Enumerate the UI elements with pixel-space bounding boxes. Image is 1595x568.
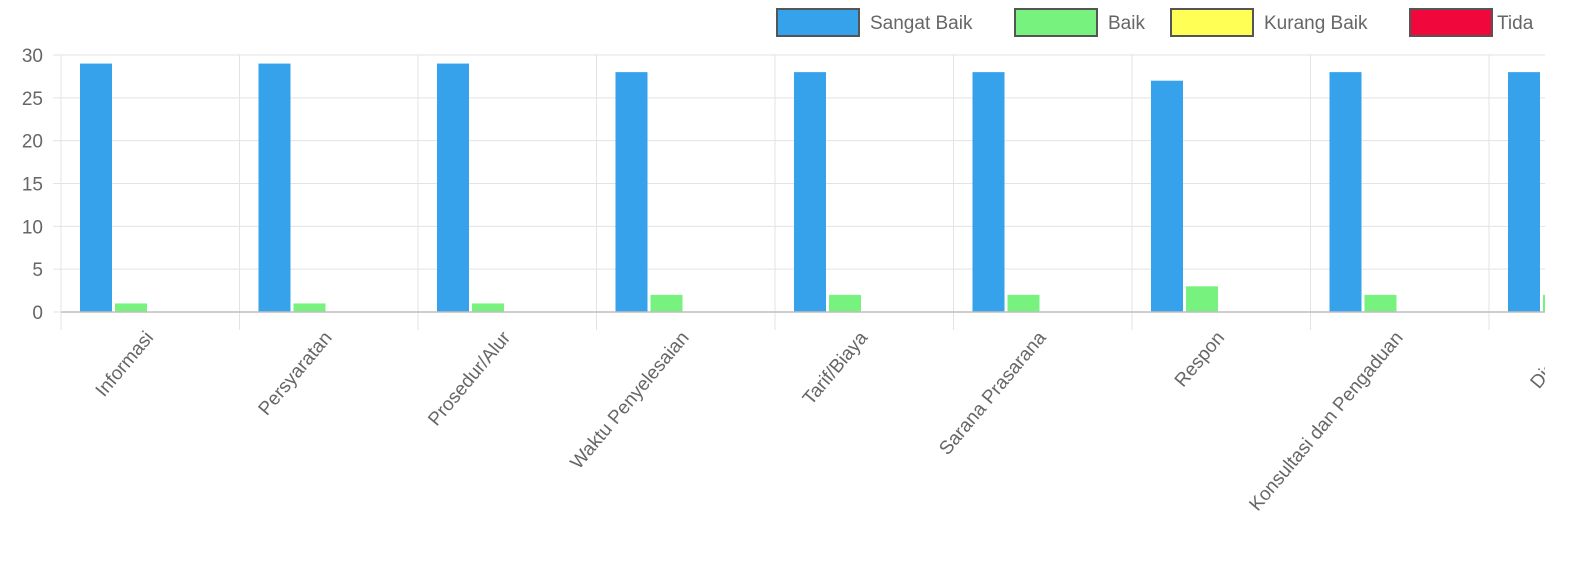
bar-sangat-baik-informasi[interactable] xyxy=(80,63,112,312)
bar-sangat-baik-waktu-penyelesaian[interactable] xyxy=(615,72,648,312)
y-tick-label: 5 xyxy=(32,260,43,281)
y-axis-ticks: 0 5 10 15 20 25 30 xyxy=(22,46,61,324)
bar-sangat-baik-prosedur-alur[interactable] xyxy=(437,63,469,312)
x-tick-label: Sarana Prasarana xyxy=(935,327,1050,459)
legend-label: Baik xyxy=(1108,13,1145,34)
x-tick-label: Respon xyxy=(1171,328,1229,392)
legend-swatch xyxy=(1170,8,1254,37)
legend-item-kurang-baik[interactable]: Kurang Baik xyxy=(1170,8,1368,37)
bar-baik-sarana-prasarana[interactable] xyxy=(1007,294,1040,312)
x-axis-ticks: Informasi Persyaratan Prosedur/Alur Waktu P… xyxy=(92,327,1587,515)
legend-swatch xyxy=(1409,8,1493,37)
y-tick-label: 0 xyxy=(32,303,43,324)
y-tick-label: 30 xyxy=(22,46,43,67)
bar-baik-persyaratan[interactable] xyxy=(293,303,326,312)
bar-sangat-baik-diskrimi[interactable] xyxy=(1508,72,1540,312)
legend-swatch xyxy=(776,8,860,37)
bar-baik-informasi[interactable] xyxy=(115,303,147,312)
x-tick-label: Persyaratan xyxy=(255,328,337,420)
legend-item-baik[interactable]: Baik xyxy=(1014,8,1145,37)
x-tick-label: Diskrimi xyxy=(1527,328,1587,393)
bar-sangat-baik-persyaratan[interactable] xyxy=(258,63,291,312)
y-tick-label: 15 xyxy=(22,175,43,196)
bar-sangat-baik-sarana-prasarana[interactable] xyxy=(972,72,1005,312)
x-tick-label: Tarif/Biaya xyxy=(799,327,872,409)
x-tick-label: Konsultasi dan Pengaduan xyxy=(1245,328,1407,515)
legend[interactable]: Sangat Baik Baik Kurang Baik Tida xyxy=(776,8,1534,37)
bar-baik-respon[interactable] xyxy=(1186,286,1218,312)
bar-baik-prosedur-alur[interactable] xyxy=(472,303,504,312)
bar-baik-waktu-penyelesaian[interactable] xyxy=(650,294,683,312)
bar-sangat-baik-konsultasi-dan-pengaduan[interactable] xyxy=(1329,72,1362,312)
legend-label: Tida xyxy=(1497,13,1534,34)
x-tick-label: Informasi xyxy=(92,328,158,401)
bar-baik-tarif-biaya[interactable] xyxy=(829,294,861,312)
bar-baik-konsultasi-dan-pengaduan[interactable] xyxy=(1364,294,1397,312)
legend-label: Kurang Baik xyxy=(1264,13,1368,34)
legend-label: Sangat Baik xyxy=(870,13,973,34)
bars xyxy=(80,63,1575,312)
bar-sangat-baik-respon[interactable] xyxy=(1151,80,1183,312)
y-tick-label: 10 xyxy=(22,217,43,238)
legend-swatch xyxy=(1014,8,1098,37)
y-tick-label: 20 xyxy=(22,132,43,153)
x-tick-label: Prosedur/Alur xyxy=(424,327,515,430)
legend-item-tida[interactable]: Tida xyxy=(1409,8,1534,37)
y-tick-label: 25 xyxy=(22,89,43,110)
legend-item-sangat-baik[interactable]: Sangat Baik xyxy=(776,8,973,37)
x-tick-label: Waktu Penyelesaian xyxy=(567,328,694,474)
bar-sangat-baik-tarif-biaya[interactable] xyxy=(794,72,826,312)
bar-baik-diskrimi[interactable] xyxy=(1543,294,1575,312)
